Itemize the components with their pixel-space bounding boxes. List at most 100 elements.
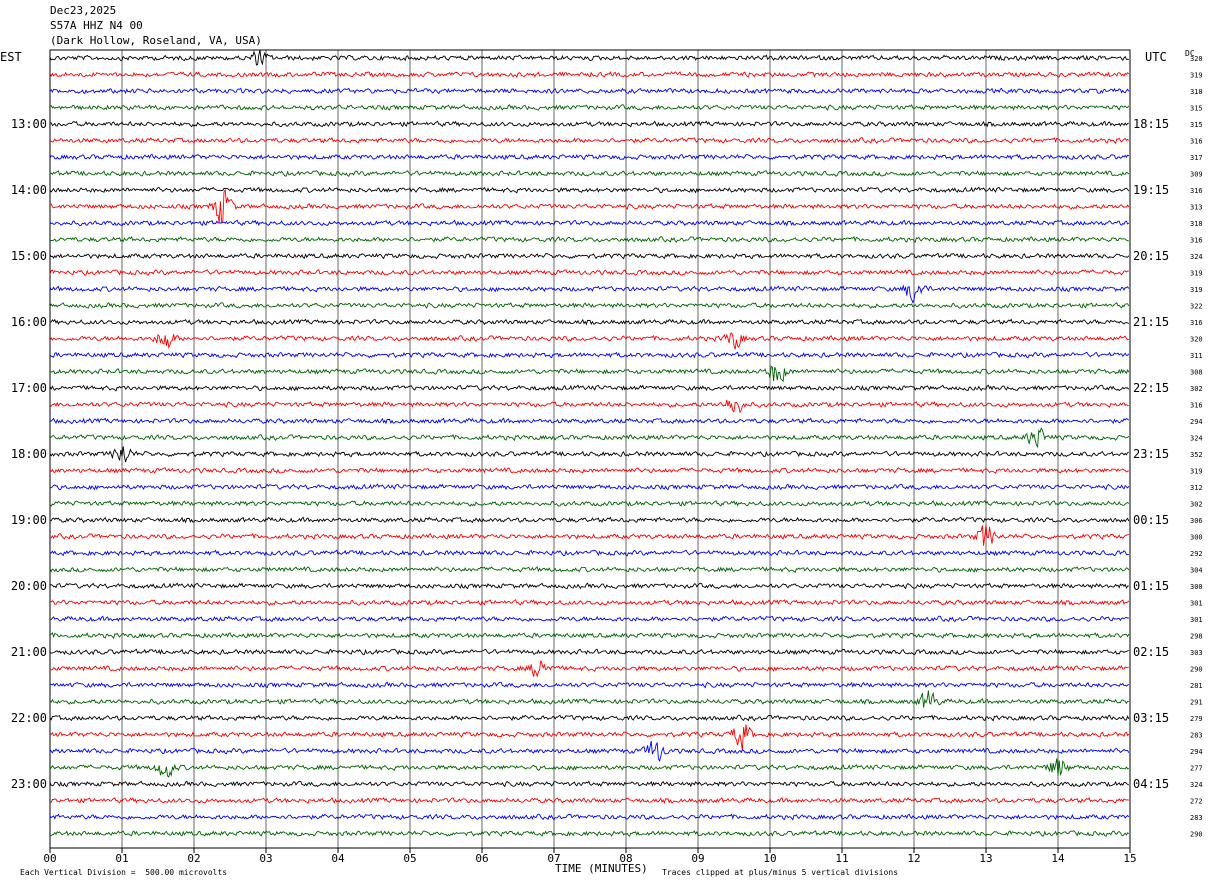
x-tick-label: 02 [187, 852, 200, 865]
seismic-trace [49, 631, 1130, 640]
x-tick-label: 06 [475, 852, 488, 865]
utc-hour-label: 23:15 [1133, 447, 1169, 461]
x-tick-label: 08 [619, 852, 632, 865]
seismic-trace [49, 302, 1130, 309]
seismic-trace [49, 549, 1129, 557]
seismic-trace [49, 714, 1130, 722]
seismic-trace [49, 269, 1129, 276]
seismic-trace [49, 136, 1130, 145]
dc-offset-label: 302 [1190, 501, 1203, 509]
seismic-trace [49, 170, 1130, 177]
est-hour-label: 13:00 [11, 117, 47, 131]
dc-offset-label: 290 [1190, 831, 1203, 839]
dc-offset-label: 318 [1190, 88, 1203, 96]
x-tick-label: 07 [547, 852, 560, 865]
utc-hour-label: 04:15 [1133, 777, 1169, 791]
dc-offset-label: 290 [1190, 666, 1203, 674]
est-hour-label: 18:00 [11, 447, 47, 461]
dc-offset-label: 311 [1190, 352, 1203, 360]
dc-offset-label: 316 [1190, 187, 1203, 195]
dc-offset-label: 308 [1190, 369, 1203, 377]
x-tick-label: 11 [835, 852, 848, 865]
x-tick-label: 04 [331, 852, 345, 865]
dc-offset-label: 315 [1190, 121, 1203, 129]
dc-offset-label: 316 [1190, 319, 1203, 327]
seismic-trace [49, 351, 1130, 359]
dc-offset-label: 306 [1190, 517, 1203, 525]
seismic-trace [49, 566, 1130, 574]
seismic-trace [49, 681, 1130, 689]
x-tick-label: 12 [907, 852, 920, 865]
dc-offset-label: 324 [1190, 253, 1203, 261]
utc-hour-label: 20:15 [1133, 249, 1169, 263]
dc-offset-label: 322 [1190, 303, 1203, 311]
utc-label: UTC [1145, 50, 1167, 64]
seismic-trace [49, 399, 1129, 414]
seismic-trace [49, 49, 1129, 66]
dc-offset-label: 300 [1190, 583, 1203, 591]
dc-offset-label: 283 [1190, 732, 1203, 740]
seismic-trace [49, 582, 1129, 590]
dc-offset-label: 283 [1190, 814, 1203, 822]
seismic-trace [49, 384, 1130, 392]
seismic-trace [49, 780, 1129, 788]
dc-offset-label: 300 [1190, 534, 1203, 542]
est-hour-label: 15:00 [11, 249, 47, 263]
utc-hour-label: 22:15 [1133, 381, 1169, 395]
header-date: Dec23,2025 [50, 4, 117, 17]
dc-offset-label: 292 [1190, 550, 1203, 558]
x-tick-label: 13 [979, 852, 992, 865]
dc-offset-label: 319 [1190, 286, 1203, 294]
dc-offset-label: 316 [1190, 402, 1203, 410]
seismic-trace [49, 660, 1129, 678]
seismic-trace [49, 690, 1129, 708]
est-hour-label: 17:00 [11, 381, 47, 395]
seismic-trace [49, 524, 1129, 546]
dc-offset-label: 318 [1190, 220, 1203, 228]
seismic-trace [49, 446, 1130, 463]
dc-offset-label: 279 [1190, 715, 1203, 723]
dc-offset-label: 316 [1190, 138, 1203, 146]
seismic-trace [50, 516, 1130, 524]
seismic-trace [49, 120, 1130, 128]
dc-offset-label: 277 [1190, 765, 1203, 773]
x-tick-label: 09 [691, 852, 704, 865]
dc-offset-label: 317 [1190, 154, 1203, 162]
x-tick-label: 14 [1051, 852, 1065, 865]
x-tick-label: 15 [1123, 852, 1136, 865]
x-tick-label: 10 [763, 852, 776, 865]
est-hour-label: 22:00 [11, 711, 47, 725]
est-hour-label: 16:00 [11, 315, 47, 329]
seismic-trace [49, 186, 1130, 194]
dc-offset-label: 319 [1190, 270, 1203, 278]
footer-clip-note: Traces clipped at plus/minus 5 vertical … [662, 868, 899, 877]
seismic-trace [49, 740, 1130, 762]
dc-offset-label: 313 [1190, 204, 1203, 212]
x-tick-label: 03 [259, 852, 272, 865]
dc-offset-label: 294 [1190, 418, 1203, 426]
x-axis-label: TIME (MINUTES) [555, 862, 648, 875]
seismic-trace [49, 153, 1130, 161]
dc-offset-label: 303 [1190, 649, 1203, 657]
est-hour-label: 23:00 [11, 777, 47, 791]
utc-hour-label: 03:15 [1133, 711, 1169, 725]
x-tick-label: 00 [43, 852, 56, 865]
seismic-trace [49, 332, 1129, 350]
seismic-trace [49, 758, 1130, 778]
seismic-trace [49, 284, 1130, 304]
dc-offset-label: 304 [1190, 567, 1203, 575]
est-hour-label: 19:00 [11, 513, 47, 527]
est-hour-label: 20:00 [11, 579, 47, 593]
dc-offset-label: 324 [1190, 781, 1203, 789]
seismic-trace [49, 500, 1130, 507]
dc-offset-label: 315 [1190, 105, 1203, 113]
seismic-trace [49, 483, 1130, 491]
seismic-trace [49, 724, 1130, 751]
seismic-trace [49, 615, 1129, 623]
header-location: (Dark Hollow, Roseland, VA, USA) [50, 34, 262, 47]
dc-offset-label: 352 [1190, 451, 1203, 459]
x-tick-label: 05 [403, 852, 416, 865]
utc-hour-label: 02:15 [1133, 645, 1169, 659]
seismic-trace [49, 252, 1130, 260]
